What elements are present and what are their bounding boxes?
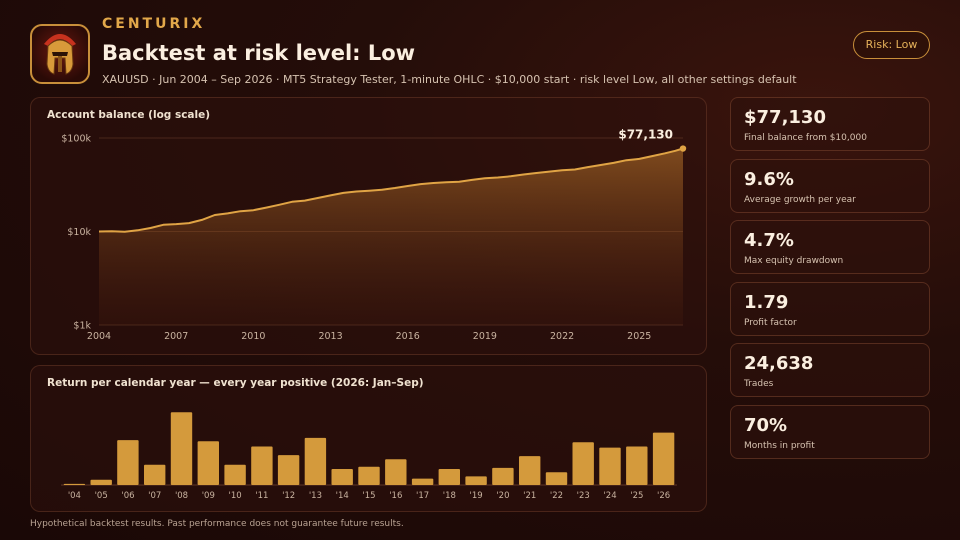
stat-card: 1.79 Profit factor — [730, 281, 930, 336]
balance-chart-title: Account balance (log scale) — [47, 109, 211, 121]
year-bar — [411, 478, 434, 485]
y-tick-label: $100k — [61, 134, 91, 145]
stat-card: 70% Months in profit — [730, 404, 930, 459]
year-tick-label: '07 — [148, 491, 161, 501]
year-bar — [652, 432, 675, 485]
year-tick-label: '18 — [443, 491, 456, 501]
page-title: Backtest at risk level: Low — [102, 41, 416, 65]
year-bar — [117, 440, 139, 485]
end-value-label: $77,130 — [618, 128, 673, 142]
year-bar — [572, 442, 594, 485]
year-bar — [144, 464, 166, 485]
year-bar — [224, 464, 246, 485]
year-tick-label: '11 — [255, 491, 268, 501]
end-point — [679, 145, 687, 152]
year-bar — [465, 476, 487, 485]
stat-label: Trades — [744, 379, 774, 389]
brand-name: CENTURIX — [102, 16, 206, 32]
spartan-helmet-icon — [44, 34, 76, 75]
year-bar — [438, 469, 460, 485]
balance-chart-panel: Account balance (log scale) $100k $10k $1k… — [30, 97, 707, 355]
year-bar — [626, 446, 648, 485]
y-tick-label: $1k — [73, 321, 91, 332]
year-tick-label: '08 — [175, 491, 188, 501]
stat-label: Final balance from $10,000 — [744, 133, 867, 143]
year-tick-label: '26 — [657, 491, 670, 501]
stat-card: 24,638 Trades — [730, 343, 930, 397]
year-tick-label: '23 — [577, 491, 590, 501]
year-tick-label: '06 — [121, 491, 134, 501]
stat-card: $77,130 Final balance from $10,000 — [730, 97, 930, 151]
stat-label: Average growth per year — [744, 194, 856, 205]
stat-value: 24,638 — [744, 353, 814, 374]
balance-area — [99, 148, 683, 325]
year-bar — [492, 467, 514, 485]
x-tick-label: 2007 — [164, 331, 188, 342]
x-tick-label: 2019 — [473, 331, 497, 342]
year-bar — [599, 447, 621, 485]
yearly-returns-panel: Return per calendar year — every year po… — [30, 365, 707, 512]
year-bar — [545, 472, 568, 485]
y-tick-label: $10k — [67, 227, 91, 238]
stat-card: 9.6% Average growth per year — [730, 158, 930, 213]
stat-label: Max equity drawdown — [744, 256, 844, 266]
stat-value: $77,130 — [744, 107, 826, 128]
year-tick-label: '12 — [282, 491, 295, 501]
x-tick-label: 2013 — [318, 331, 342, 342]
year-tick-label: '17 — [416, 491, 429, 501]
x-tick-label: 2004 — [87, 331, 111, 342]
year-tick-label: '10 — [229, 491, 242, 501]
year-bar — [251, 446, 273, 485]
year-bar — [63, 483, 86, 485]
year-bar — [277, 455, 300, 485]
year-tick-label: '15 — [362, 491, 375, 501]
year-bar — [90, 479, 112, 485]
year-tick-label: '05 — [95, 491, 108, 501]
x-tick-label: 2022 — [550, 331, 574, 342]
year-bar — [304, 437, 327, 485]
year-tick-label: '14 — [336, 491, 349, 501]
stat-value: 4.7% — [744, 230, 794, 251]
year-bar — [331, 469, 353, 485]
year-tick-label: '19 — [470, 491, 483, 501]
year-bar — [385, 459, 407, 485]
stat-card: 4.7% Max equity drawdown — [730, 220, 930, 274]
x-tick-label: 2025 — [627, 331, 651, 342]
yearly-returns-chart: '04 '05 '06 '07 '08 '09 '10 '11 '12 '13 '14 '15 '16 '… — [61, 412, 677, 501]
year-bar — [170, 412, 193, 485]
stat-value: 9.6% — [744, 168, 794, 190]
balance-line — [98, 147, 684, 233]
stat-label: Months in profit — [744, 440, 815, 451]
year-tick-label: '09 — [202, 491, 215, 501]
disclaimer: Hypothetical backtest results. Past perf… — [30, 519, 404, 529]
year-tick-label: '04 — [68, 491, 81, 501]
year-bar — [519, 456, 541, 485]
year-tick-label: '21 — [523, 491, 536, 501]
year-tick-label: '22 — [550, 491, 563, 501]
logo — [30, 24, 90, 84]
risk-level-badge: Risk: Low — [853, 31, 930, 59]
stat-value: 70% — [744, 414, 788, 436]
year-bar — [358, 466, 380, 485]
stat-label: Profit factor — [744, 317, 797, 328]
page-subtitle: XAUUSD · Jun 2004 – Sep 2026 · MT5 Strat… — [102, 73, 797, 86]
stat-value: 1.79 — [744, 291, 789, 313]
year-tick-label: '25 — [630, 491, 643, 501]
year-bar — [197, 441, 219, 485]
x-tick-label: 2016 — [396, 331, 420, 342]
yearly-returns-title: Return per calendar year — every year po… — [47, 377, 424, 389]
year-tick-label: '16 — [389, 491, 402, 501]
year-tick-label: '20 — [496, 491, 509, 501]
x-tick-label: 2010 — [241, 331, 265, 342]
year-tick-label: '13 — [309, 491, 322, 501]
year-tick-label: '24 — [603, 491, 616, 501]
